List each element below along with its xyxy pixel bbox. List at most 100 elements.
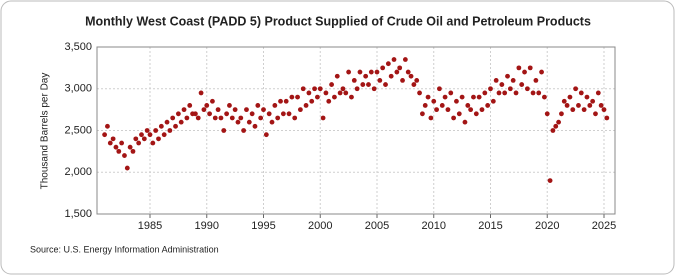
point <box>556 119 561 125</box>
point <box>317 86 323 92</box>
point <box>419 111 425 117</box>
point <box>241 128 247 133</box>
point <box>411 82 417 87</box>
point <box>448 90 454 96</box>
point <box>303 103 309 108</box>
point <box>119 140 125 146</box>
point <box>323 90 329 96</box>
point <box>431 98 437 104</box>
point <box>479 107 485 113</box>
point <box>280 111 286 117</box>
point <box>539 69 544 75</box>
x-tick-label: 1995 <box>251 220 275 232</box>
point <box>550 128 556 133</box>
point <box>349 94 354 100</box>
point <box>570 107 576 113</box>
x-tick-label: 2015 <box>478 220 502 232</box>
point <box>170 115 176 121</box>
point <box>468 107 474 113</box>
point <box>522 69 527 75</box>
point <box>184 115 190 121</box>
point <box>201 107 207 113</box>
point <box>144 128 150 133</box>
point <box>246 119 252 125</box>
point <box>122 153 127 158</box>
point <box>422 103 428 108</box>
point <box>289 94 295 100</box>
point <box>113 144 119 150</box>
point <box>391 57 397 62</box>
point <box>454 98 459 104</box>
point <box>130 148 136 154</box>
point <box>107 140 113 146</box>
point <box>400 78 405 83</box>
point <box>210 98 215 104</box>
point <box>193 111 198 117</box>
point <box>178 119 184 125</box>
point <box>266 111 272 117</box>
point <box>482 90 488 96</box>
point <box>105 123 110 129</box>
point <box>147 132 153 138</box>
point <box>502 90 508 96</box>
chart-title: Monthly West Coast (PADD 5) Product Supp… <box>85 14 591 28</box>
y-tick-label: 1,500 <box>64 208 92 220</box>
plot-border <box>96 46 616 215</box>
point <box>576 103 581 108</box>
point <box>385 61 391 67</box>
point <box>175 111 181 117</box>
point <box>153 128 159 133</box>
point <box>459 94 465 100</box>
point <box>374 69 380 75</box>
point <box>195 115 201 121</box>
point <box>437 86 442 92</box>
point <box>238 115 244 121</box>
point <box>507 86 513 92</box>
point <box>519 82 525 87</box>
point <box>578 90 584 96</box>
point <box>366 82 371 87</box>
point <box>354 86 360 92</box>
point <box>465 103 471 108</box>
point <box>604 115 610 121</box>
point <box>297 107 303 113</box>
point <box>173 123 178 129</box>
point <box>198 90 204 96</box>
y-tick-label: 3,500 <box>64 41 92 53</box>
point <box>439 103 445 108</box>
point <box>590 98 596 104</box>
point <box>300 86 306 92</box>
point <box>408 73 414 79</box>
point <box>286 111 292 117</box>
point <box>527 65 533 71</box>
point <box>187 103 193 108</box>
point <box>601 107 607 113</box>
point <box>542 94 547 100</box>
point <box>593 111 598 117</box>
point <box>499 82 505 87</box>
point <box>488 86 493 92</box>
point <box>204 103 210 108</box>
point <box>473 111 479 117</box>
x-tick-label: 2020 <box>535 220 559 232</box>
point <box>156 136 161 142</box>
point <box>337 90 343 96</box>
point <box>510 78 516 83</box>
point <box>471 94 476 100</box>
point <box>227 103 232 108</box>
point <box>283 98 289 104</box>
point <box>559 111 564 117</box>
point <box>235 119 241 125</box>
x-tick-label: 2025 <box>592 220 616 232</box>
x-tick-label: 1985 <box>138 220 162 232</box>
point <box>334 73 340 79</box>
point <box>402 57 408 62</box>
point <box>224 111 230 117</box>
point <box>150 140 156 146</box>
y-tick-label: 2,500 <box>64 124 92 136</box>
point <box>544 111 550 117</box>
point <box>516 65 522 71</box>
point <box>340 86 346 92</box>
